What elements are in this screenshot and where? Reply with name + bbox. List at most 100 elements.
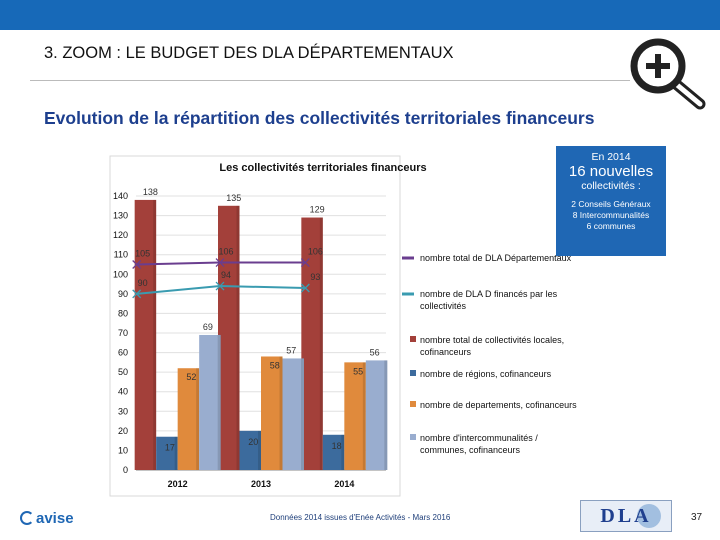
bar-shade <box>301 358 304 470</box>
bar-intercommunalites <box>365 360 388 470</box>
footer-source: Données 2014 issues d'Enée Activités - M… <box>270 513 451 522</box>
slide-title: 3. ZOOM : LE BUDGET DES DLA DÉPARTEMENTA… <box>44 44 454 62</box>
legend-label: collectivités <box>420 301 467 311</box>
y-tick-label: 90 <box>118 289 128 299</box>
y-tick-label: 110 <box>114 250 128 260</box>
bar-regions <box>239 430 261 470</box>
bar-shade <box>319 217 323 470</box>
y-tick-label: 0 <box>123 465 128 475</box>
y-tick-label: 70 <box>118 328 128 338</box>
dla-logo-text: DLA <box>600 505 652 527</box>
bar-departements <box>177 368 200 470</box>
legend-label: nombre d'intercommunalités / <box>420 433 538 443</box>
bar-shade <box>384 360 388 470</box>
data-label-departements: 55 <box>353 366 363 376</box>
data-label-intercommunalites: 56 <box>370 347 380 357</box>
series-lines: 105 106 106 90 94 93 <box>132 247 323 299</box>
point-total_dla <box>132 260 142 269</box>
legend-label: communes, cofinanceurs <box>420 445 521 455</box>
y-tick-label: 30 <box>118 406 128 416</box>
avise-logo: avise <box>20 508 74 528</box>
data-label-total_dla: 106 <box>218 247 233 257</box>
data-label-financed_dla: 90 <box>138 278 148 288</box>
bar-communes <box>301 217 323 470</box>
callout-detail: 8 Intercommunalités <box>572 210 650 220</box>
point-financed_dla <box>215 281 225 291</box>
callout-detail: 6 communes <box>586 221 636 231</box>
bar-intercommunalites <box>282 358 304 470</box>
bar-shade <box>341 434 345 470</box>
new-collectivities-callout: En 2014 16 nouvelles collectivités : 2 C… <box>556 146 666 256</box>
dla-logo: DLA <box>580 500 672 532</box>
slide-subtitle: Evolution de la répartition des collecti… <box>44 108 595 128</box>
bar-shade <box>217 334 221 470</box>
data-label-regions: 17 <box>165 443 175 453</box>
legend-label: nombre total de DLA Départementaux <box>420 253 572 263</box>
chart-title: Les collectivités territoriales financeu… <box>219 162 426 174</box>
top-bar <box>0 0 720 30</box>
data-label-communes: 135 <box>226 193 241 203</box>
zoom-in-icon <box>630 38 706 110</box>
y-axis-ticks: 0 10 20 30 40 50 60 70 80 90 100 110 120 130 140 <box>113 191 128 475</box>
callout-year: En 2014 <box>591 151 631 163</box>
bars: 138 135 129 17 20 18 52 58 55 69 57 56 <box>134 187 388 471</box>
title-divider <box>30 80 630 81</box>
legend-label: nombre total de collectivités locales, <box>420 335 564 345</box>
bar-intercommunalites <box>199 334 221 470</box>
y-tick-label: 20 <box>118 426 128 436</box>
data-label-intercommunalites: 57 <box>286 345 296 355</box>
bar-shade <box>153 199 157 470</box>
point-total_dla <box>215 258 225 268</box>
data-label-communes: 138 <box>143 187 158 197</box>
data-label-financed_dla: 93 <box>310 272 320 282</box>
legend-swatch-intercommunalites <box>410 434 416 440</box>
bar-departements <box>261 356 283 470</box>
page-number: 37 <box>691 512 703 523</box>
bar-regions <box>322 434 345 470</box>
bar-departements <box>344 362 366 470</box>
legend-label: cofinanceurs <box>420 347 472 357</box>
legend-label: nombre de departements, cofinanceurs <box>420 400 577 410</box>
data-label-intercommunalites: 69 <box>203 322 213 332</box>
data-label-departements: 52 <box>186 372 196 382</box>
y-tick-label: 10 <box>118 445 128 455</box>
y-tick-label: 50 <box>118 367 128 377</box>
bar-shade <box>236 205 240 471</box>
data-label-communes: 129 <box>310 205 325 215</box>
y-tick-label: 60 <box>118 348 128 358</box>
legend-label: nombre de régions, cofinanceurs <box>420 369 552 379</box>
x-tick-label: 2012 <box>168 479 188 489</box>
x-tick-label: 2014 <box>334 479 354 489</box>
data-label-financed_dla: 94 <box>221 270 231 280</box>
data-label-regions: 18 <box>332 441 342 451</box>
x-axis-ticks: 2012 2013 2014 <box>168 479 355 489</box>
point-total_dla <box>300 258 310 268</box>
data-label-departements: 58 <box>270 360 280 370</box>
avise-logo-text: avise <box>36 509 74 527</box>
legend-swatch-communes <box>410 336 416 342</box>
x-tick-label: 2013 <box>251 479 271 489</box>
y-tick-label: 120 <box>113 230 128 240</box>
dla-logo-ring <box>637 504 661 528</box>
legend-label: nombre de DLA D financés par les <box>420 289 558 299</box>
y-tick-label: 140 <box>113 191 128 201</box>
bar-communes <box>134 199 157 470</box>
y-tick-label: 40 <box>118 387 128 397</box>
y-tick-label: 80 <box>118 308 128 318</box>
data-label-regions: 20 <box>248 437 258 447</box>
avise-logo-icon <box>20 511 34 525</box>
point-financed_dla <box>132 289 142 299</box>
data-label-total_dla: 105 <box>135 249 150 259</box>
point-financed_dla <box>300 283 310 293</box>
data-label-total_dla: 106 <box>308 247 323 257</box>
bar-shade <box>174 436 178 470</box>
legend-swatch-regions <box>410 370 416 376</box>
y-tick-label: 130 <box>113 211 128 221</box>
bar-shade <box>258 430 261 470</box>
bar-shade <box>362 362 366 470</box>
callout-detail: 2 Conseils Généraux <box>571 199 651 209</box>
callout-count: 16 nouvelles <box>568 163 654 180</box>
bar-shade <box>196 368 200 470</box>
bar-shade <box>279 356 283 470</box>
